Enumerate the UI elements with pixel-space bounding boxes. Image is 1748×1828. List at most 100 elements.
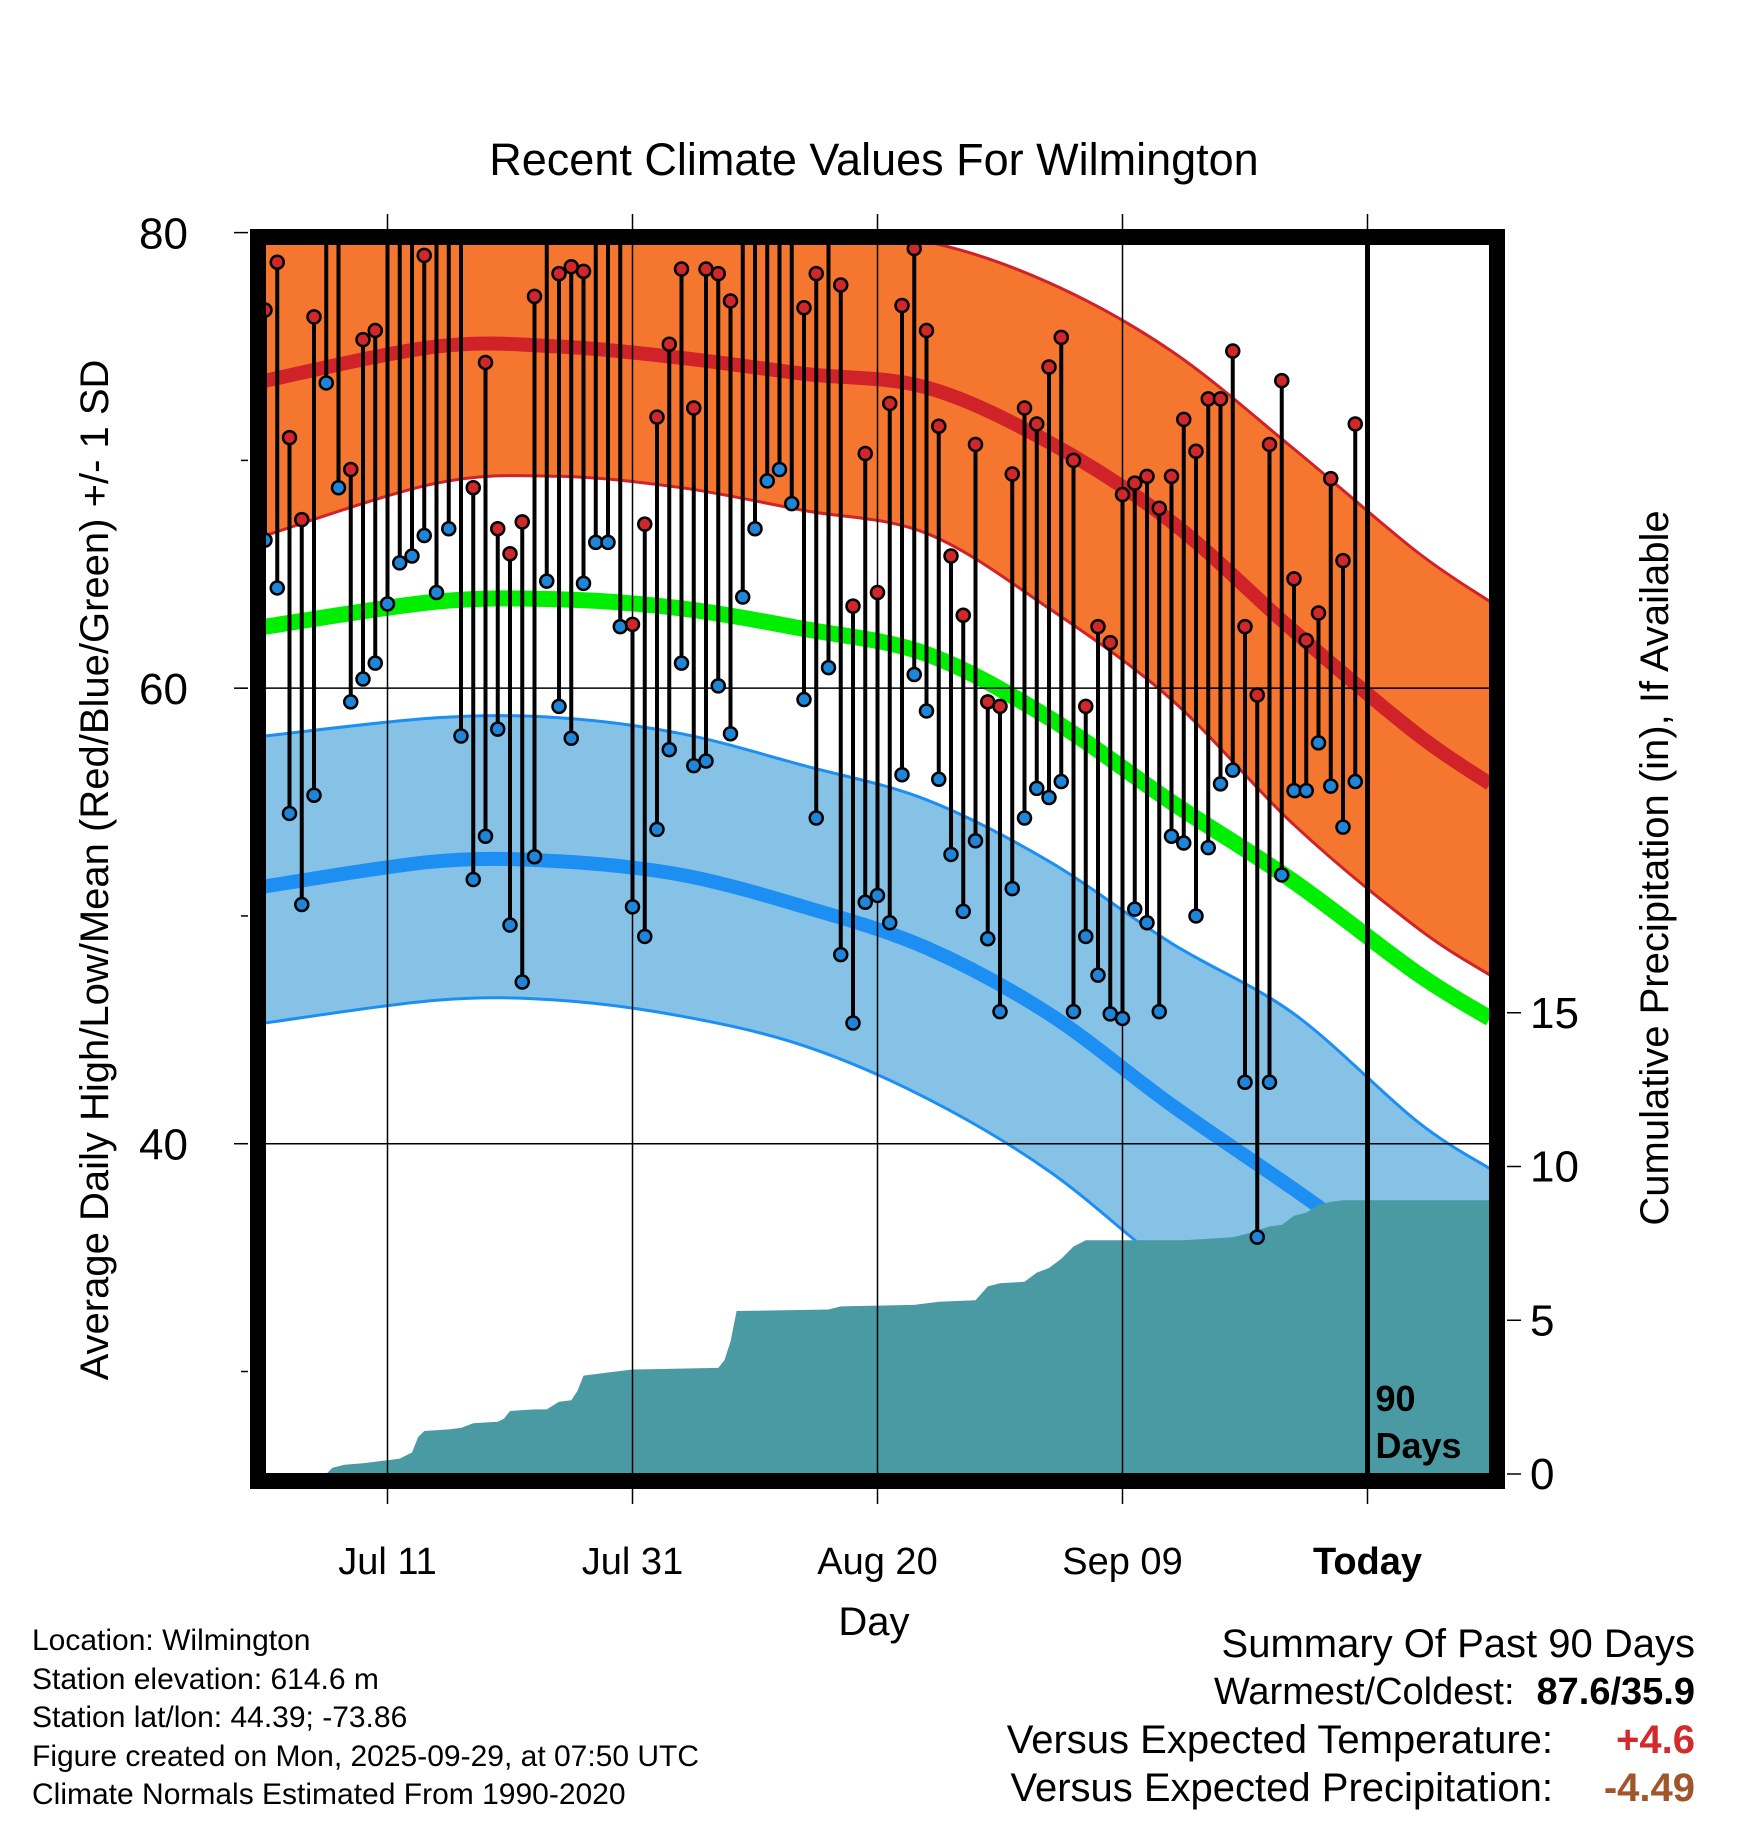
daily-high-point	[1335, 552, 1351, 569]
daily-high-point	[1323, 470, 1339, 487]
daily-low-point	[269, 580, 285, 596]
daily-low-point	[796, 691, 812, 708]
daily-low-point	[1237, 1074, 1253, 1090]
daily-low-point	[343, 694, 359, 710]
daily-low-point	[612, 618, 628, 635]
daily-high-point	[575, 263, 592, 280]
daily-high-point	[931, 418, 947, 434]
daily-low-point	[502, 917, 518, 933]
daily-low-point	[1016, 810, 1033, 826]
daily-low-point	[1114, 1010, 1131, 1027]
daily-high-point	[1139, 468, 1155, 485]
daily-high-point	[540, 101, 553, 114]
y-tick-label: 80	[139, 210, 188, 259]
y2-tick-label: 10	[1530, 1143, 1579, 1192]
daily-low-point	[931, 771, 947, 788]
daily-low-point	[1200, 839, 1216, 856]
daily-low-point	[379, 596, 396, 612]
daily-high-point	[442, 53, 455, 66]
daily-low-point	[477, 828, 494, 844]
y-tick-label: 60	[139, 665, 188, 714]
daily-high-point	[306, 309, 322, 325]
today-annotation-days-label: Days	[1376, 1425, 1462, 1466]
daily-low-point	[1065, 1003, 1082, 1020]
daily-low-point	[1053, 773, 1069, 790]
daily-high-point	[416, 247, 432, 264]
daily-low-point	[833, 946, 849, 963]
daily-high-point	[1286, 571, 1302, 587]
daily-low-point	[1176, 835, 1192, 851]
y-tick-label: 40	[139, 1121, 188, 1170]
daily-low-point	[1188, 908, 1204, 924]
daily-high-point	[761, 53, 774, 66]
daily-high-point	[355, 331, 371, 348]
daily-high-point	[294, 511, 310, 528]
daily-low-point	[882, 915, 898, 931]
daily-low-point	[392, 555, 408, 571]
daily-high-point	[1225, 343, 1241, 359]
daily-high-point	[1078, 698, 1094, 715]
daily-low-point	[1274, 867, 1290, 883]
daily-low-point	[1225, 762, 1241, 778]
daily-low-point	[1261, 1074, 1278, 1090]
daily-high-point	[1176, 411, 1192, 428]
daily-high-point	[906, 244, 922, 257]
low-normal-band-upper-edge	[265, 714, 1490, 1171]
daily-low-point	[416, 527, 432, 544]
daily-high-point	[808, 265, 824, 282]
daily-high-point	[869, 584, 886, 601]
daily-high-point	[796, 300, 812, 316]
daily-high-point	[992, 698, 1008, 715]
daily-low-point	[1041, 789, 1057, 806]
daily-high-point	[1298, 632, 1314, 649]
warm-cold-label: Warmest/Coldest:	[1213, 1671, 1515, 1713]
daily-high-point	[736, 199, 749, 212]
daily-low-point	[943, 846, 959, 863]
created-text: Figure created on Mon, 2025-09-29, at 07…	[32, 1739, 700, 1773]
daily-low-point	[698, 753, 714, 769]
daily-low-point	[1078, 928, 1094, 945]
daily-low-point	[428, 584, 445, 601]
daily-low-point	[661, 741, 677, 758]
daily-high-point	[1065, 452, 1082, 469]
y2-tick-label: 15	[1530, 989, 1579, 1038]
chart-title: Recent Climate Values For Wilmington	[489, 134, 1258, 185]
daily-high-point	[624, 616, 641, 633]
plot-frame	[250, 229, 1505, 1489]
daily-high-point	[393, 153, 406, 166]
daily-low-point	[637, 928, 653, 945]
daily-high-point	[894, 297, 910, 314]
plot-content: 90 Days	[265, 53, 1490, 1474]
daily-high-point	[381, 178, 394, 191]
high-normal-band-upper-edge	[930, 244, 1490, 603]
daily-high-point	[1029, 416, 1045, 432]
daily-high-point	[1188, 443, 1204, 460]
daily-low-point	[1212, 776, 1229, 792]
daily-high-point	[526, 288, 543, 305]
daily-high-point	[1249, 687, 1265, 703]
normals-text: Climate Normals Estimated From 1990-2020	[32, 1778, 626, 1811]
daily-high-point	[710, 265, 726, 282]
daily-high-point	[455, 167, 468, 180]
daily-low-point	[955, 903, 971, 920]
daily-high-point	[602, 206, 615, 219]
daily-high-point	[320, 94, 333, 107]
daily-high-point	[661, 336, 677, 352]
daily-low-point	[673, 655, 690, 671]
daily-high-point	[1016, 400, 1033, 416]
location-text: Location: Wilmington	[32, 1624, 311, 1657]
station-info: Location: Wilmington Station elevation: …	[32, 1622, 699, 1815]
x-tick-label: Aug 20	[817, 1541, 937, 1583]
warm-cold-value: 87.6/35.9	[1536, 1671, 1695, 1713]
daily-high-point	[367, 322, 383, 339]
daily-high-point	[845, 598, 861, 614]
daily-low-point	[808, 810, 824, 826]
daily-high-point	[773, 53, 786, 66]
daily-low-point	[735, 589, 751, 605]
x-tick-label: Jul 11	[338, 1541, 437, 1583]
daily-low-point	[1127, 901, 1143, 917]
daily-low-point	[992, 1003, 1008, 1020]
daily-low-point	[1139, 915, 1155, 931]
daily-low-point	[918, 703, 935, 719]
daily-low-point	[1310, 735, 1327, 751]
